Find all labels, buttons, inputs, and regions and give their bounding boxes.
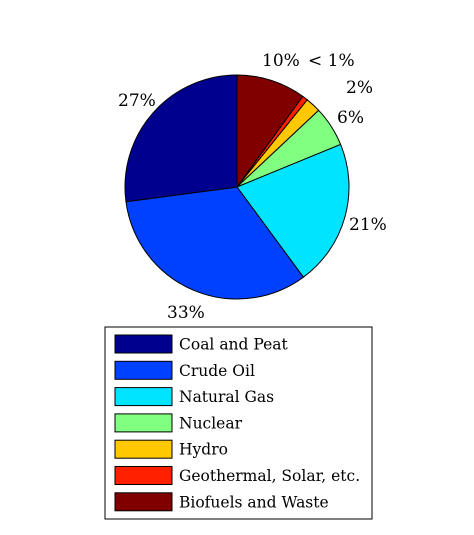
legend-label-coal-and-peat: Coal and Peat xyxy=(179,336,289,354)
legend-label-nuclear: Nuclear xyxy=(179,414,243,432)
pie-label-hydro: 2% xyxy=(346,78,373,98)
legend-swatch-biofuels-and-waste xyxy=(114,492,173,512)
pie-label-geothermal-solar-etc: < 1% xyxy=(308,51,355,71)
legend-swatch-coal-and-peat xyxy=(114,334,173,354)
pie-label-coal-and-peat: 27% xyxy=(118,91,156,111)
legend-swatch-nuclear xyxy=(114,413,173,433)
pie-label-biofuels-and-waste: 10% xyxy=(262,51,300,71)
pie-slices xyxy=(124,74,350,300)
legend-label-geothermal-solar-etc: Geothermal, Solar, etc. xyxy=(179,467,360,485)
pie-slice-crude-oil xyxy=(125,186,304,300)
legend-swatch-hydro xyxy=(114,439,173,459)
pie-slice-coal-and-peat xyxy=(124,74,238,203)
legend-label-biofuels-and-waste: Biofuels and Waste xyxy=(179,493,329,511)
legend-label-natural-gas: Natural Gas xyxy=(179,388,274,406)
pie-label-crude-oil: 33% xyxy=(167,303,205,323)
legend-items: Coal and Peat Crude Oil Natural Gas Nuclear… xyxy=(114,334,360,512)
pie-label-natural-gas: 21% xyxy=(349,215,387,235)
legend-swatch-crude-oil xyxy=(114,360,173,380)
pie-labels: 10% < 1% 2% 6% 21% 33% 27% xyxy=(118,51,387,323)
legend-label-hydro: Hydro xyxy=(179,441,228,459)
legend-label-crude-oil: Crude Oil xyxy=(179,362,255,380)
pie-slice-natural-gas xyxy=(236,143,350,278)
legend-swatch-natural-gas xyxy=(114,387,173,407)
pie-label-nuclear: 6% xyxy=(337,108,364,128)
legend-swatch-geothermal-solar-etc xyxy=(114,466,173,485)
legend: Coal and Peat Crude Oil Natural Gas Nuclear… xyxy=(104,326,373,520)
